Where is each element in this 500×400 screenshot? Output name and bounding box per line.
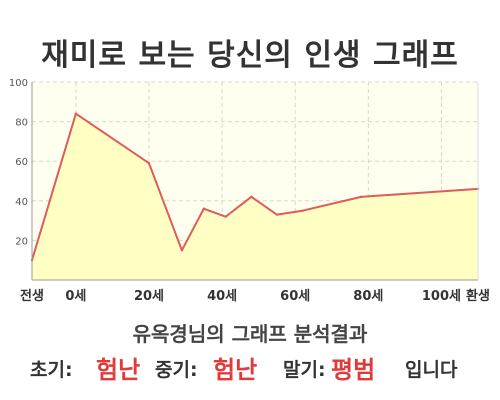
chart-title: 재미로 보는 당신의 인생 그래프: [41, 38, 459, 73]
data-point: [74, 112, 78, 115]
x-tick-label: 0세: [65, 289, 86, 304]
x-tick-label: 60세: [280, 289, 310, 304]
y-tick-label: 20: [15, 236, 28, 247]
result-line: 초기: 험난 중기: 험난 말기: 평범 입니다: [0, 350, 500, 384]
early-value: 험난: [96, 356, 141, 384]
data-point: [275, 213, 279, 216]
late-label: 말기:: [283, 359, 326, 381]
mid-value: 험난: [213, 356, 258, 384]
data-point: [250, 195, 253, 199]
data-point: [180, 249, 184, 252]
y-tick-label: 100: [9, 78, 28, 89]
x-tick-label: 20세: [134, 289, 164, 304]
data-point: [359, 195, 363, 199]
result-suffix: 입니다: [405, 359, 458, 381]
late-value: 평범: [331, 356, 376, 384]
y-tick-label: 60: [15, 157, 28, 168]
data-point: [224, 215, 227, 218]
x-tick-label: 80세: [353, 289, 383, 304]
x-tick-label: 100세: [422, 289, 461, 304]
result-heading: 유옥경님의 그래프 분석결과: [132, 322, 368, 346]
data-point: [202, 207, 206, 210]
y-tick-label: 40: [15, 197, 28, 208]
data-point: [147, 161, 151, 165]
early-label: 초기:: [30, 359, 73, 381]
x-tick-label: 환생: [466, 288, 490, 304]
data-point: [301, 209, 304, 212]
y-tick-label: 80: [15, 118, 28, 129]
area-fill: [32, 113, 478, 281]
x-tick-label: 전생: [20, 288, 44, 304]
x-tick-label: 40세: [207, 289, 237, 304]
life-graph-chart: 20 40 60 80 100 전생 0세 20세 40세 60세 80세 100세 환생: [9, 78, 490, 304]
mid-label: 중기:: [155, 359, 198, 381]
